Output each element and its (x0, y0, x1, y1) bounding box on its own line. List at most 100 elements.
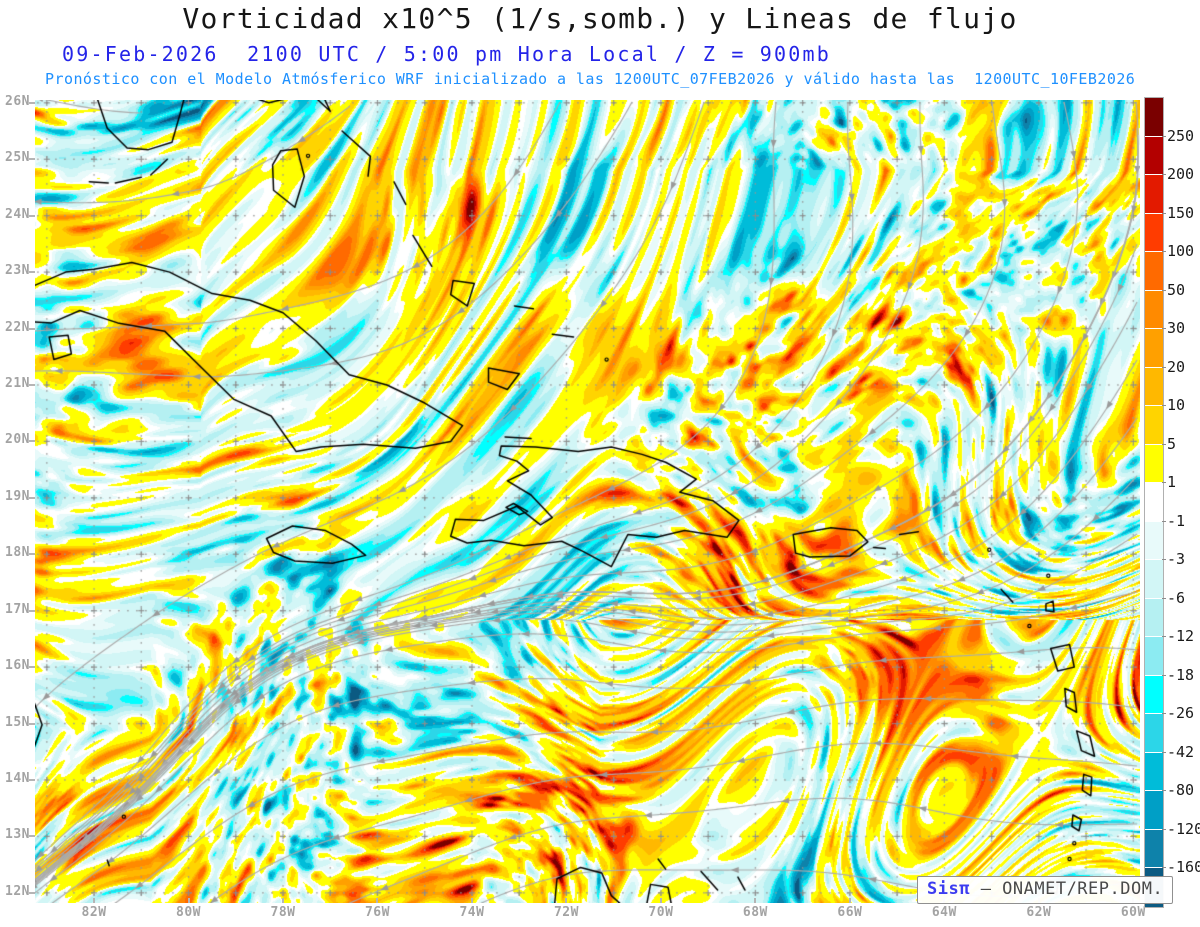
colorbar-segment (1145, 483, 1163, 522)
lat-tick-mark (29, 327, 35, 330)
lon-tick-label: 70W (648, 905, 674, 920)
datetime-subtitle: 09-Feb-2026 2100 UTC / 5:00 pm Hora Loca… (62, 42, 832, 66)
colorbar-segment (1145, 252, 1163, 291)
colorbar-tick-label: -80 (1167, 781, 1195, 799)
colorbar-tick-label: -18 (1167, 665, 1195, 684)
colorbar-tick-mark (1162, 828, 1166, 830)
lon-tick-label: 76W (364, 905, 390, 920)
lon-tick-mark (848, 898, 851, 903)
colorbar-tick-label: -42 (1167, 742, 1195, 761)
lat-tick-mark (29, 158, 35, 161)
lat-tick-mark (29, 778, 35, 781)
colorbar-tick-mark (1162, 559, 1166, 560)
lat-tick-mark (29, 101, 35, 104)
colorbar-segment (1145, 675, 1163, 714)
lon-tick-label: 82W (81, 905, 107, 920)
colorbar-tick-label: -12 (1167, 627, 1195, 645)
lat-tick-mark (29, 666, 35, 669)
colorbar-tick-label: -6 (1167, 588, 1186, 607)
lat-tick-label: 25N (5, 150, 30, 166)
colorbar-segment (1145, 136, 1163, 175)
colorbar-segment (1145, 213, 1163, 252)
lat-tick-label: 21N (5, 375, 30, 391)
lat-tick-mark (29, 214, 35, 217)
lat-tick-mark (29, 609, 35, 612)
colorbar-tick-mark (1162, 867, 1166, 868)
colorbar-segment (1145, 367, 1163, 406)
lat-tick-mark (29, 440, 35, 443)
watermark: Sisπ – ONAMET/REP.DOM. (917, 876, 1174, 904)
lon-tick-label: 60W (1120, 905, 1146, 920)
page-title: Vorticidad x10^5 (1/s,somb.) y Lineas de… (182, 2, 1018, 35)
lat-tick-mark (29, 496, 35, 499)
lon-tick-label: 62W (1026, 905, 1052, 920)
lon-tick-mark (470, 898, 473, 903)
colorbar-segment (1145, 637, 1163, 676)
colorbar-tick-mark (1162, 405, 1166, 406)
colorbar-segment (1145, 329, 1163, 368)
colorbar-tick-label: -26 (1167, 704, 1195, 722)
colorbar-segment (1145, 98, 1163, 137)
colorbar-segment (1145, 560, 1163, 599)
colorbar-tick-mark (1162, 520, 1166, 522)
colorbar-segment (1145, 791, 1163, 830)
colorbar-tick-label: -160 (1167, 858, 1200, 876)
colorbar-tick-mark (1162, 135, 1166, 137)
lat-tick-mark (29, 553, 35, 556)
colorbar-tick-label: 10 (1167, 396, 1186, 414)
colorbar-segment (1145, 598, 1163, 637)
lon-tick-label: 72W (553, 905, 579, 920)
lat-tick-mark (29, 271, 35, 274)
colorbar-tick-mark (1162, 674, 1166, 676)
lat-tick-label: 13N (5, 827, 30, 843)
lon-tick-mark (659, 898, 662, 903)
lat-tick-mark (29, 722, 35, 725)
colorbar-tick-label: 100 (1167, 242, 1195, 260)
lat-tick-label: 15N (5, 714, 30, 730)
colorbar-tick-mark (1162, 289, 1166, 291)
colorbar-tick-mark (1162, 790, 1166, 791)
colorbar-tick-mark (1162, 174, 1166, 175)
lon-tick-label: 64W (931, 905, 957, 920)
watermark-org: – ONAMET/REP.DOM. (969, 879, 1164, 899)
colorbar-segment (1145, 714, 1163, 753)
colorbar-tick-mark (1162, 597, 1166, 599)
colorbar-segment (1145, 829, 1163, 868)
lon-tick-label: 74W (459, 905, 485, 920)
colorbar-segment (1145, 290, 1163, 329)
lat-tick-label: 16N (5, 658, 30, 674)
lat-tick-label: 24N (5, 206, 30, 222)
lat-tick-label: 12N (5, 883, 30, 899)
colorbar-tick-mark (1162, 713, 1166, 714)
colorbar-segment (1145, 406, 1163, 445)
lat-tick-label: 17N (5, 601, 30, 617)
lon-tick-label: 66W (837, 905, 863, 920)
colorbar (1144, 97, 1164, 908)
colorbar-segment (1145, 175, 1163, 214)
colorbar-tick-mark (1162, 443, 1166, 445)
colorbar-tick-label: -3 (1167, 550, 1186, 568)
colorbar-tick-mark (1162, 366, 1166, 368)
lat-tick-mark (29, 835, 35, 838)
colorbar-tick-mark (1162, 212, 1166, 214)
lon-tick-mark (93, 898, 96, 903)
lat-tick-label: 14N (5, 770, 30, 786)
lon-tick-label: 68W (742, 905, 768, 920)
lat-tick-mark (29, 891, 35, 894)
colorbar-tick-mark (1162, 482, 1166, 483)
lon-tick-mark (754, 898, 757, 903)
colorbar-segment (1145, 521, 1163, 560)
colorbar-tick-label: 250 (1167, 126, 1195, 145)
colorbar-tick-mark (1162, 328, 1166, 329)
lat-tick-mark (29, 383, 35, 386)
colorbar-tick-label: 1 (1167, 473, 1177, 491)
lon-tick-label: 78W (270, 905, 296, 920)
colorbar-tick-label: 50 (1167, 280, 1186, 299)
colorbar-tick-label: 5 (1167, 434, 1177, 453)
lat-tick-label: 20N (5, 432, 30, 448)
colorbar-tick-mark (1162, 751, 1166, 753)
lon-tick-mark (187, 898, 190, 903)
colorbar-tick-mark (1162, 636, 1166, 637)
colorbar-tick-label: -120 (1167, 819, 1200, 838)
colorbar-tick-label: 30 (1167, 319, 1186, 337)
